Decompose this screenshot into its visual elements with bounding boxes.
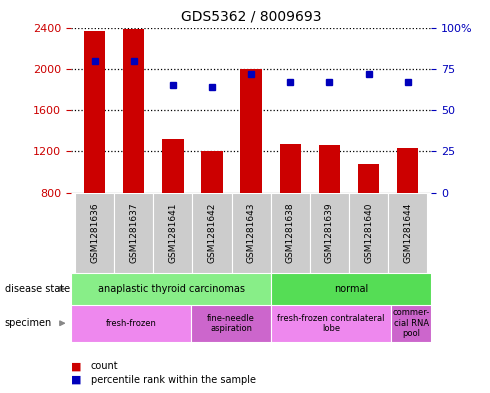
- Text: disease state: disease state: [5, 284, 70, 294]
- Text: fine-needle
aspiration: fine-needle aspiration: [207, 314, 255, 333]
- Bar: [271, 305, 391, 342]
- Bar: [388, 193, 427, 273]
- Text: GSM1281639: GSM1281639: [325, 202, 334, 263]
- Text: commer-
cial RNA
pool: commer- cial RNA pool: [392, 309, 430, 338]
- Bar: [114, 193, 153, 273]
- Bar: [193, 193, 232, 273]
- Bar: [232, 193, 270, 273]
- Bar: [241, 69, 262, 193]
- Bar: [358, 163, 379, 193]
- Bar: [318, 145, 340, 193]
- Bar: [391, 305, 431, 342]
- Title: GDS5362 / 8009693: GDS5362 / 8009693: [181, 9, 321, 24]
- Text: fresh-frozen: fresh-frozen: [106, 319, 156, 328]
- Bar: [71, 305, 191, 342]
- Text: count: count: [91, 361, 118, 371]
- Bar: [162, 139, 184, 193]
- Bar: [71, 273, 271, 305]
- Bar: [349, 193, 388, 273]
- Text: normal: normal: [334, 284, 368, 294]
- Text: percentile rank within the sample: percentile rank within the sample: [91, 375, 256, 385]
- Text: fresh-frozen contralateral
lobe: fresh-frozen contralateral lobe: [277, 314, 385, 333]
- Bar: [123, 29, 145, 193]
- Text: GSM1281636: GSM1281636: [90, 202, 99, 263]
- Text: GSM1281640: GSM1281640: [364, 203, 373, 263]
- Text: GSM1281642: GSM1281642: [207, 203, 217, 263]
- Bar: [310, 193, 349, 273]
- Bar: [75, 193, 114, 273]
- Bar: [397, 148, 418, 193]
- Bar: [270, 193, 310, 273]
- Bar: [191, 305, 271, 342]
- Text: GSM1281641: GSM1281641: [169, 203, 177, 263]
- Text: ■: ■: [71, 361, 81, 371]
- Text: anaplastic thyroid carcinomas: anaplastic thyroid carcinomas: [98, 284, 245, 294]
- Text: ■: ■: [71, 375, 81, 385]
- Text: GSM1281643: GSM1281643: [246, 203, 256, 263]
- Text: GSM1281638: GSM1281638: [286, 202, 295, 263]
- Bar: [279, 144, 301, 193]
- Bar: [271, 273, 431, 305]
- Bar: [201, 151, 223, 193]
- Text: specimen: specimen: [5, 318, 52, 328]
- Text: GSM1281637: GSM1281637: [129, 202, 138, 263]
- Bar: [84, 31, 105, 193]
- Text: GSM1281644: GSM1281644: [403, 203, 412, 263]
- Bar: [153, 193, 193, 273]
